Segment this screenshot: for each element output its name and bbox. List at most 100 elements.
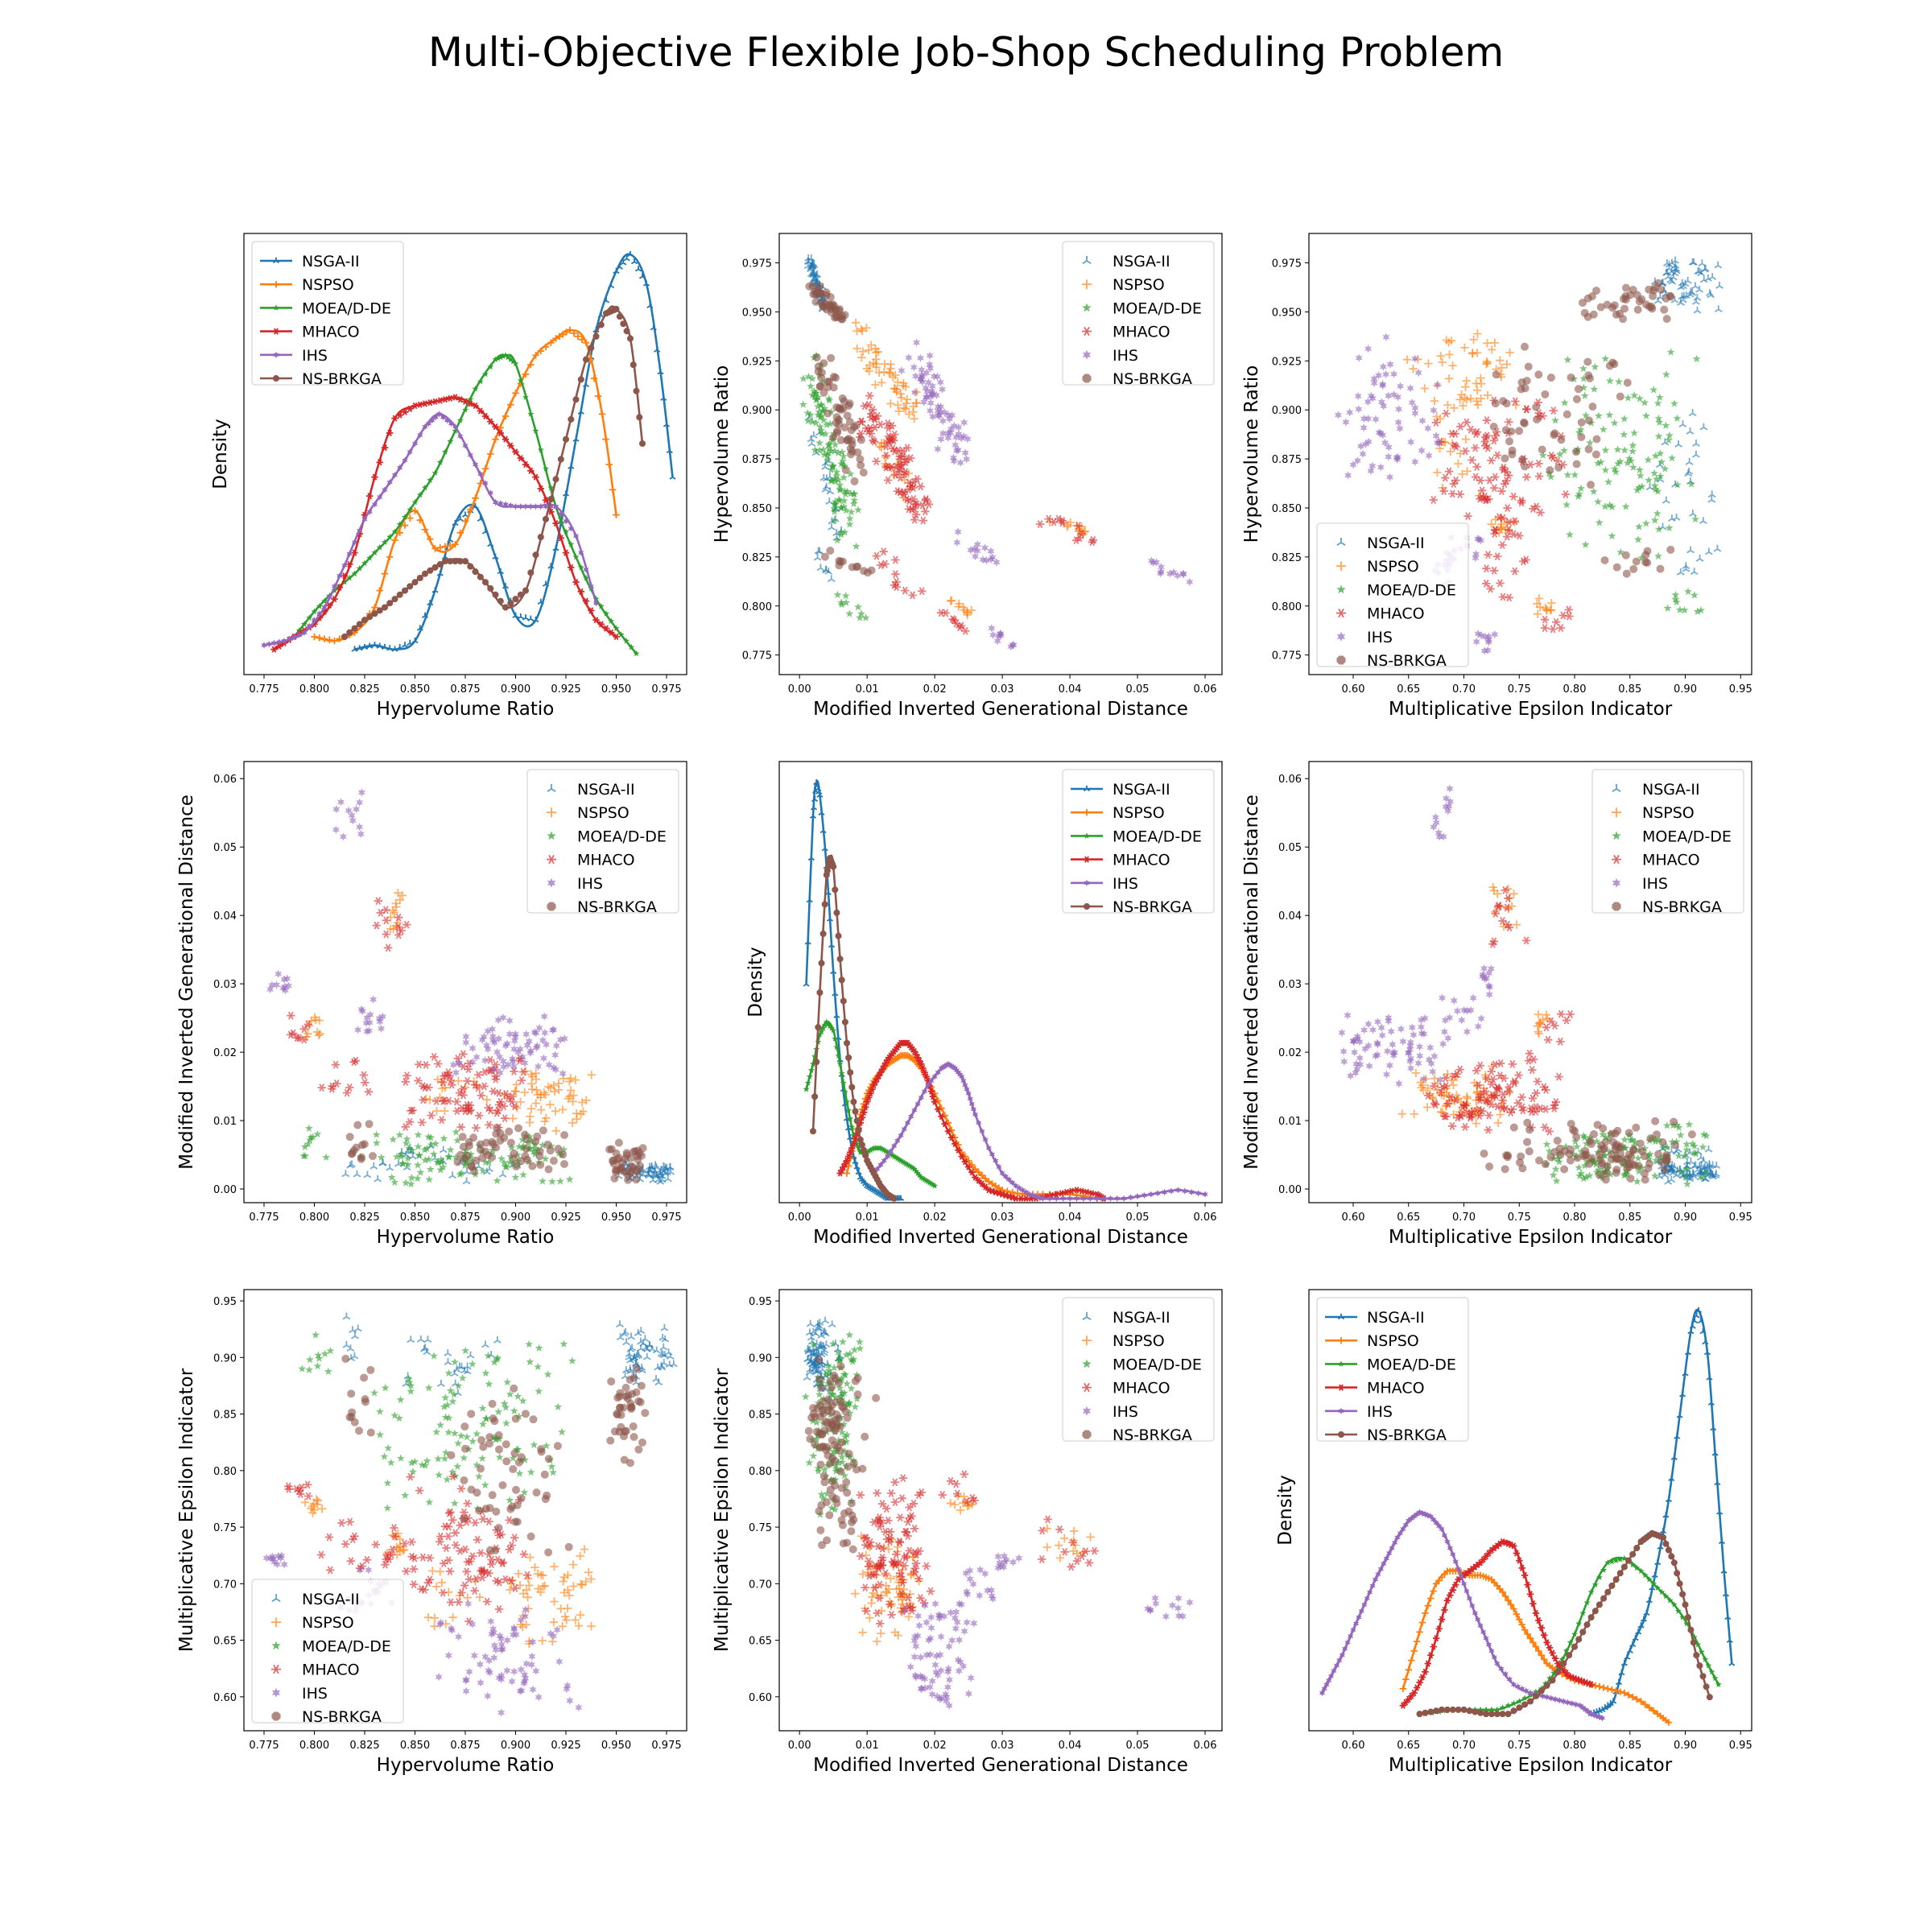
scatter-point [1492,399,1500,407]
scatter-point [1174,571,1182,580]
scatter-point [1472,379,1480,388]
scatter-point [1573,395,1581,403]
scatter-point [953,538,961,547]
series-moea-d-de [1538,348,1706,616]
curve-marker [818,1028,825,1034]
scatter-point [1645,1159,1653,1168]
scatter-point [1378,1030,1386,1040]
scatter-point [485,1656,493,1665]
curve-marker [853,1163,861,1170]
legend-entry-ns-brkga: NS-BRKGA [1612,898,1722,916]
scatter-point [510,1067,518,1075]
scatter-point [1695,555,1704,562]
scatter-point [811,389,820,397]
scatter-point [638,1366,646,1374]
scatter-point [1088,538,1096,547]
curve-marker [669,473,676,480]
scatter-point [1436,352,1445,361]
scatter-point [414,1130,423,1139]
scatter-point [901,458,910,467]
scatter-point [1416,1051,1424,1060]
curve-marker [416,575,423,581]
scatter-point [849,499,858,508]
scatter-point [1397,1025,1405,1034]
scatter-point [809,1340,818,1348]
curve-marker [512,390,519,397]
scatter-point [1458,469,1467,479]
curve-marker [431,587,439,593]
scatter-point [1387,1027,1395,1036]
curve-marker [572,579,580,586]
scatter-point [445,1567,455,1575]
curve-marker [835,1052,842,1059]
scatter-point [1485,990,1493,999]
legend-marker [1084,903,1090,910]
scatter-point [897,1590,906,1599]
legend-marker [1084,832,1090,839]
curve-marker [590,374,598,382]
scatter-point [446,1386,455,1394]
scatter-point [437,1158,446,1166]
curve-marker [818,809,825,815]
scatter-point [1612,1166,1620,1174]
x-tick-label: 0.950 [601,1212,631,1224]
curve-marker [512,596,519,602]
scatter-point [281,982,289,992]
curve-marker [1013,1182,1019,1190]
curve-marker [295,627,303,634]
scatter-point [1594,1166,1603,1174]
scatter-point [616,1403,624,1412]
curve-marker [401,642,409,648]
scatter-point [448,1080,456,1089]
scatter-point [1436,1075,1444,1084]
scatter-point [495,1034,503,1043]
curve-marker [351,625,358,632]
scatter-point [444,1428,453,1436]
curve-marker [1073,1187,1080,1194]
scatter-point [622,1338,631,1346]
curve-marker [1087,1195,1093,1202]
curve-marker [477,573,484,580]
scatter-point [898,1474,908,1483]
legend-entry-ihs: IHS [1071,875,1138,893]
scatter-point [821,430,830,438]
x-tick-label: 0.85 [1618,683,1641,696]
curve-marker [499,353,506,360]
curve-marker [376,587,383,594]
scatter-point [544,1548,552,1557]
legend-label: NSGA-II [1113,781,1170,799]
curve-marker [907,1163,914,1170]
scatter-point [342,1340,351,1348]
scatter-point [1344,1011,1352,1020]
scatter-point [378,1012,386,1021]
scatter-point [541,1154,550,1162]
scatter-point [424,1083,433,1092]
scatter-point [564,1543,573,1551]
curve-marker [371,549,378,555]
scatter-point [1664,436,1673,444]
scatter-point [908,591,917,600]
curve-marker [1202,1191,1208,1198]
curve-marker [507,356,514,362]
x-tick-label: 0.800 [299,683,329,696]
curve-marker [346,629,353,636]
x-tick-label: 0.875 [450,683,480,696]
scatter-point [1380,402,1388,411]
scatter-point [365,1120,374,1129]
scatter-point [283,974,291,983]
scatter-point [527,1080,536,1088]
scatter-point [1682,1146,1691,1154]
legend-marker [1082,326,1092,336]
x-tick-label: 0.775 [249,1212,279,1224]
scatter-point [1043,1515,1052,1524]
scatter-point [490,1417,499,1425]
scatter-point [1601,446,1610,454]
curve-marker [552,519,559,527]
scatter-point [1646,1134,1655,1142]
scatter-point [1487,456,1496,464]
curve-marker [482,480,489,487]
scatter-point [821,552,829,561]
curve-marker [921,1176,928,1183]
scatter-point [820,404,829,412]
curve-marker [981,1174,989,1183]
